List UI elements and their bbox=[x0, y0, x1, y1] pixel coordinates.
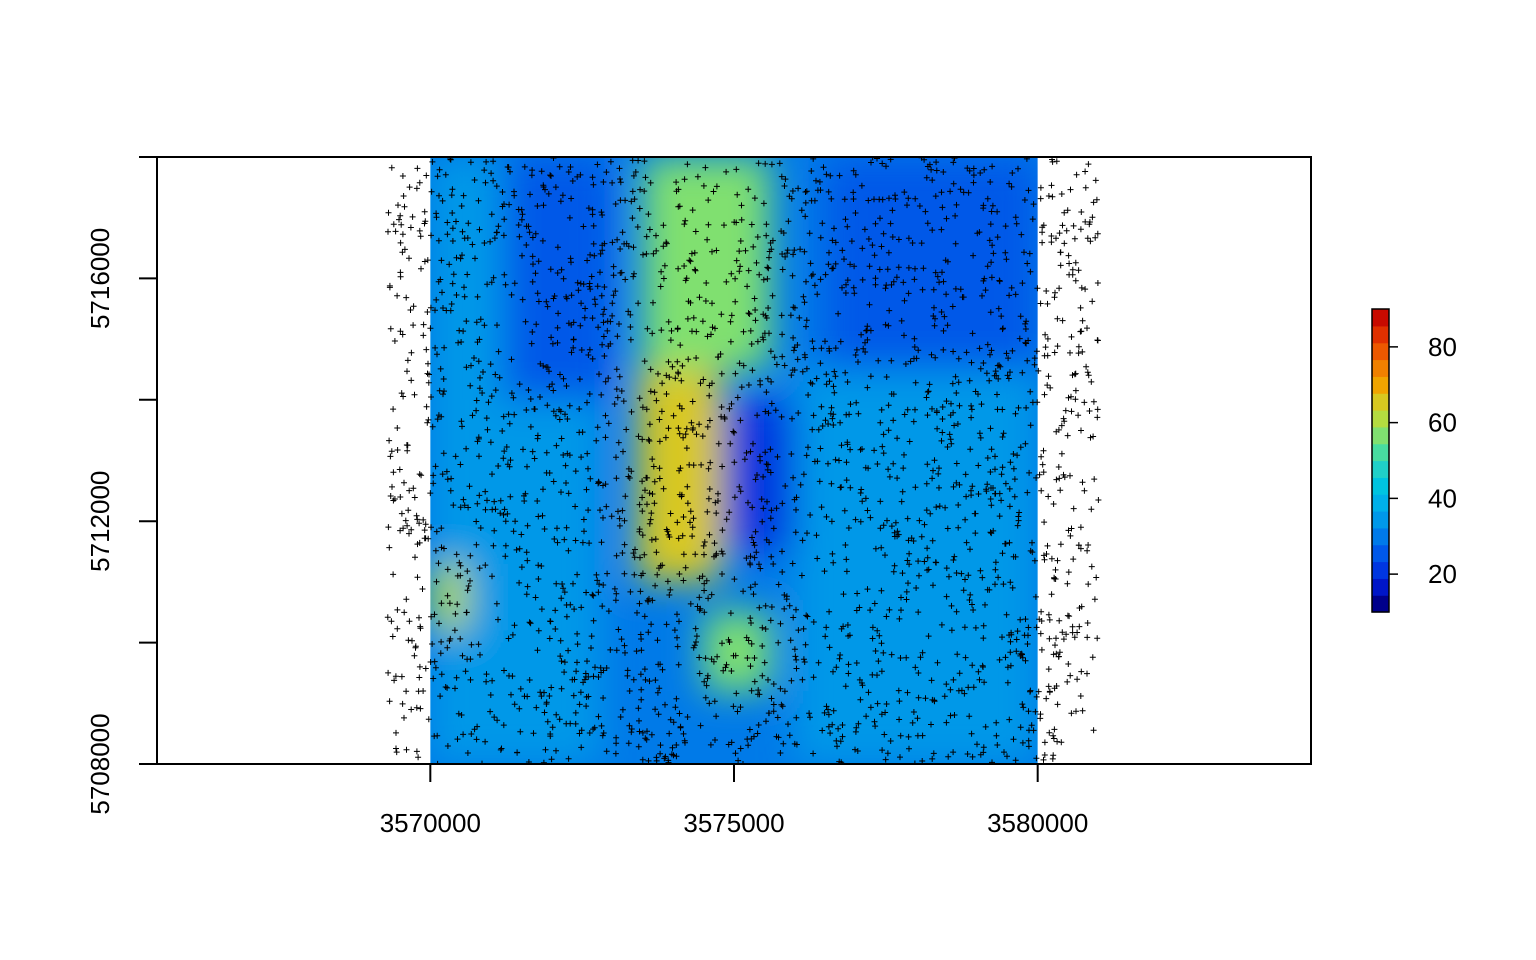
point-marker-set bbox=[384, 157, 1102, 764]
colorbar-swatch bbox=[1372, 393, 1389, 411]
colorbar-tick-label: 60 bbox=[1428, 408, 1457, 438]
colorbar-swatch bbox=[1372, 460, 1389, 478]
raster-zone-5 bbox=[794, 369, 1038, 582]
colorbar-swatch bbox=[1372, 325, 1389, 344]
y-tick-label: 5712000 bbox=[85, 471, 115, 572]
colorbar-swatch bbox=[1372, 511, 1389, 529]
x-axis: 3570000 3575000 3580000 bbox=[380, 763, 1088, 838]
colorbar-swatch bbox=[1372, 443, 1389, 462]
colorbar-swatch bbox=[1372, 342, 1389, 361]
colorbar-tick-label: 80 bbox=[1428, 332, 1457, 362]
x-tick-label: 3575000 bbox=[683, 808, 784, 838]
y-axis: 5708000 5712000 5716000 bbox=[85, 156, 158, 815]
x-tick-label: 3570000 bbox=[380, 808, 481, 838]
raster-zone-6 bbox=[825, 157, 1038, 370]
colorbar-swatch bbox=[1372, 494, 1389, 512]
colorbar-swatch bbox=[1372, 595, 1389, 613]
colorbar-swatch bbox=[1372, 578, 1389, 596]
raster-zone-8 bbox=[703, 612, 771, 692]
colorbar-swatch bbox=[1372, 359, 1389, 377]
point-markers bbox=[384, 157, 1102, 764]
x-tick-label: 3580000 bbox=[987, 808, 1088, 838]
y-tick-label: 5708000 bbox=[85, 713, 115, 814]
raster-zone-2 bbox=[642, 157, 771, 370]
colorbar-swatch bbox=[1372, 426, 1389, 445]
colorbar-swatch bbox=[1372, 527, 1389, 546]
colorbar-swatch bbox=[1372, 561, 1389, 579]
colorbar-legend: 20 40 60 80 bbox=[1371, 308, 1457, 613]
colorbar-swatch bbox=[1372, 544, 1389, 563]
raster-zone-1 bbox=[503, 157, 613, 400]
colorbar-swatch bbox=[1372, 376, 1389, 394]
colorbar-swatch bbox=[1372, 410, 1389, 428]
colorbar-swatch bbox=[1372, 477, 1389, 495]
colorbar-frame bbox=[1371, 308, 1390, 613]
colorbar-tick-label: 40 bbox=[1428, 483, 1457, 513]
colorbar-tick-label: 20 bbox=[1428, 559, 1457, 589]
y-tick-label: 5716000 bbox=[85, 228, 115, 329]
raster-zone-3 bbox=[636, 369, 722, 582]
colorbar-swatch bbox=[1372, 309, 1389, 327]
raster-zone-7 bbox=[430, 563, 467, 631]
